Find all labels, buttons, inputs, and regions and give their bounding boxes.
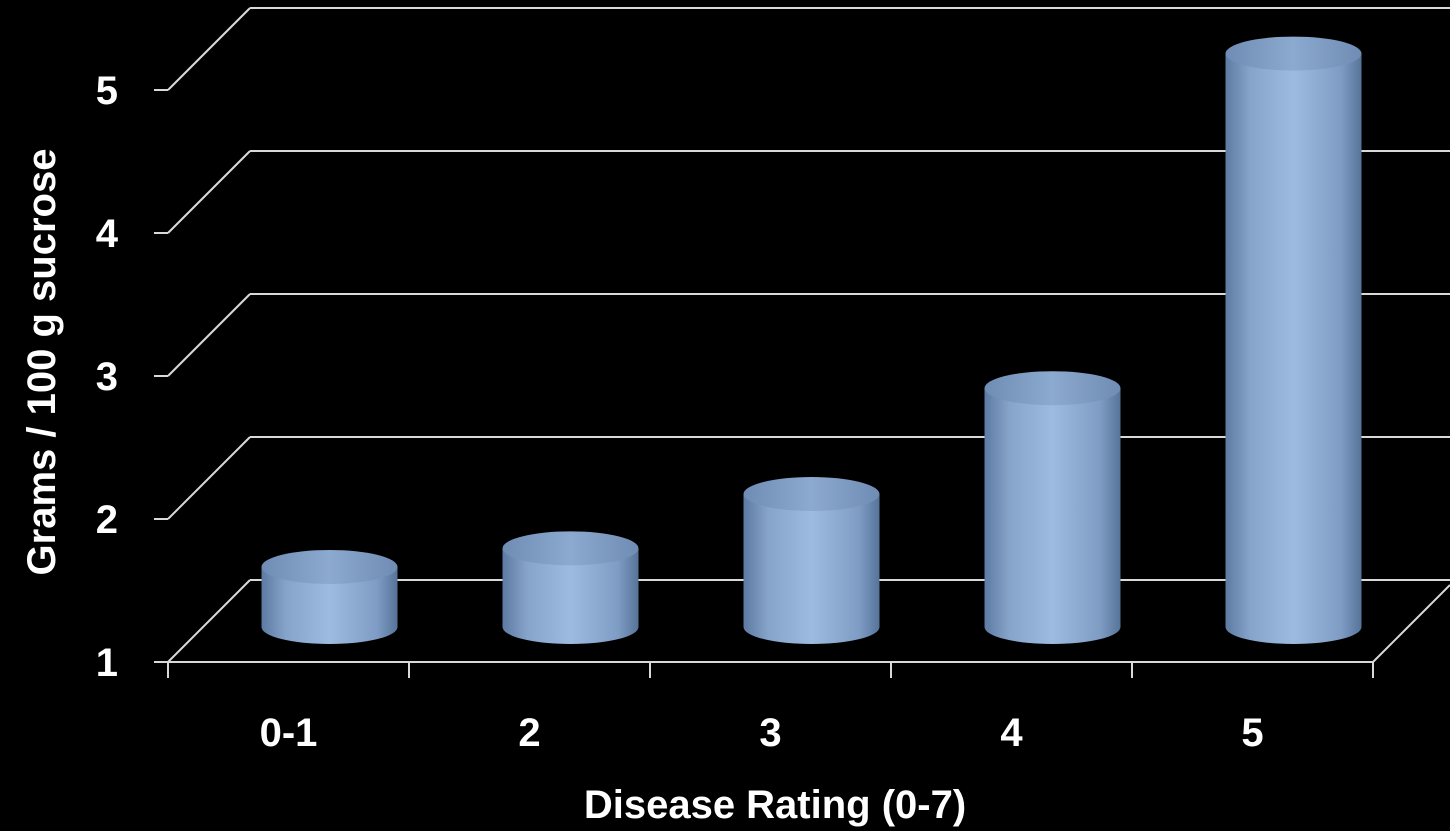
floor-left-edge bbox=[167, 579, 251, 663]
bar-body bbox=[261, 566, 398, 644]
bar-0-1 bbox=[261, 549, 398, 644]
floor-right-edge bbox=[1372, 584, 1450, 663]
bar-body bbox=[1225, 53, 1362, 644]
bar-top bbox=[1225, 36, 1362, 71]
bar-body bbox=[984, 388, 1121, 644]
x-tick-label: 5 bbox=[1241, 711, 1263, 755]
gridline-side-2 bbox=[167, 436, 251, 520]
y-tick-labels: 1 2 3 4 5 bbox=[96, 69, 119, 685]
y-tick-label: 4 bbox=[96, 212, 119, 256]
y-axis-title: Grams / 100 g sucrose bbox=[20, 149, 64, 576]
bar-top bbox=[984, 371, 1121, 406]
bar-4 bbox=[984, 371, 1121, 644]
x-tick-labels: 0-1 2 3 4 5 bbox=[260, 711, 1264, 755]
y-tick-label: 1 bbox=[96, 641, 118, 685]
bar-top bbox=[502, 531, 639, 566]
bar-top bbox=[261, 549, 398, 584]
y-tick-label: 2 bbox=[96, 498, 118, 542]
bar-2 bbox=[502, 531, 639, 644]
bar-3 bbox=[743, 477, 880, 644]
x-tick-label: 2 bbox=[518, 711, 540, 755]
x-tick-label: 0-1 bbox=[260, 711, 318, 755]
bar-body bbox=[502, 548, 639, 644]
gridline-side-4 bbox=[167, 150, 251, 234]
gridline-side-3 bbox=[167, 293, 251, 377]
gridline-side-5 bbox=[167, 7, 251, 91]
bar-body bbox=[743, 494, 880, 644]
bar-top bbox=[743, 477, 880, 512]
x-tick-label: 4 bbox=[1000, 711, 1023, 755]
x-axis-title: Disease Rating (0-7) bbox=[584, 783, 966, 827]
y-tick-label: 5 bbox=[96, 69, 118, 113]
x-tick-label: 3 bbox=[759, 711, 781, 755]
y-tick-label: 3 bbox=[96, 355, 118, 399]
bars bbox=[261, 36, 1362, 644]
bar-5 bbox=[1225, 36, 1362, 644]
